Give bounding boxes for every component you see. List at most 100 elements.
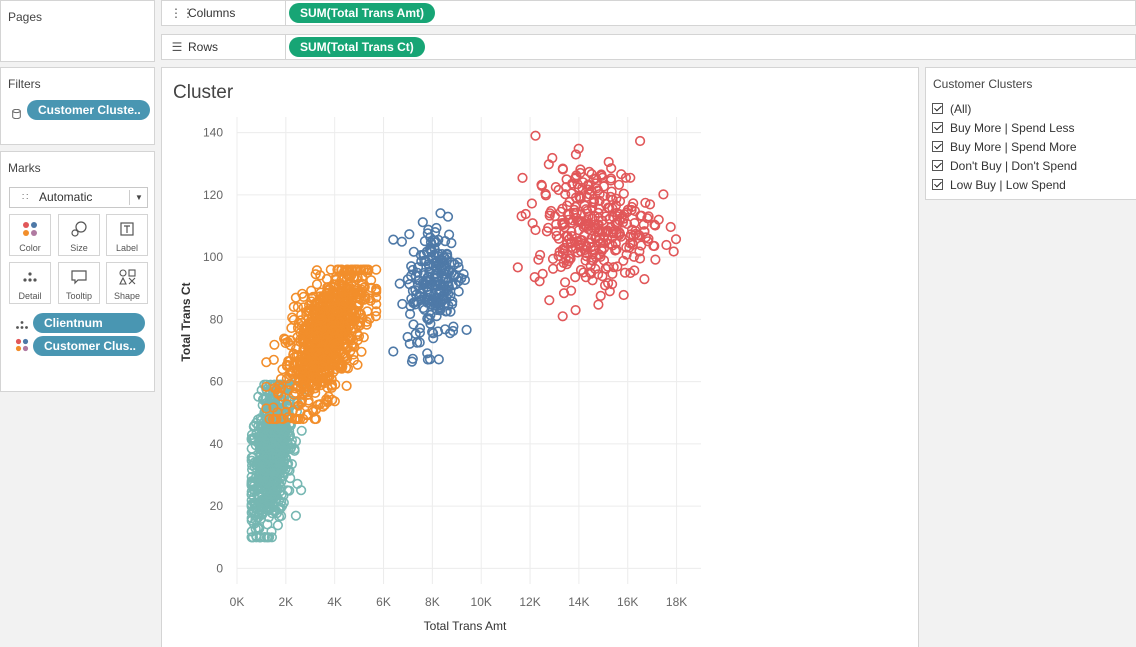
scatter-point <box>626 204 637 216</box>
scatter-point <box>410 270 421 282</box>
scatter-point <box>430 257 441 268</box>
scatter-point <box>558 257 569 269</box>
scatter-point <box>417 278 429 289</box>
scatter-point <box>263 420 274 431</box>
scatter-point <box>569 204 580 215</box>
scatter-point <box>567 215 579 226</box>
tooltip-card[interactable]: Tooltip <box>58 262 100 304</box>
checkbox-icon[interactable] <box>932 141 943 152</box>
scatter-point <box>285 370 296 381</box>
checkbox-icon[interactable] <box>932 103 943 114</box>
size-card[interactable]: Size <box>58 214 100 256</box>
pages-title: Pages <box>8 10 43 24</box>
scatter-point <box>404 338 415 349</box>
scatter-point <box>441 306 452 317</box>
scatter-point <box>317 361 328 372</box>
scatter-point <box>289 445 300 456</box>
shape-card[interactable]: Shape <box>106 262 148 304</box>
scatter-point <box>526 198 538 209</box>
scatter-point <box>668 246 679 257</box>
customer-clusters-color-pill[interactable]: Customer Clus.. <box>33 336 145 356</box>
scatter-point <box>629 218 640 229</box>
scatter-point <box>336 329 348 340</box>
scatter-point <box>306 361 317 372</box>
scatter-point <box>619 267 631 278</box>
scatter-point <box>540 188 551 199</box>
scatter-point <box>264 394 275 405</box>
scatter-point <box>310 337 321 348</box>
scatter-point <box>280 426 292 437</box>
scatter-point <box>658 189 669 200</box>
scatter-point <box>550 181 561 193</box>
legend-item-all[interactable]: (All) <box>932 100 971 118</box>
scatter-point <box>388 234 399 245</box>
scatter-point <box>529 272 540 283</box>
scatter-point <box>429 269 440 281</box>
scatter-point <box>607 279 618 290</box>
scatter-point <box>601 263 612 274</box>
mark-type-dropdown[interactable]: ∷ Automatic ▼ <box>9 187 148 208</box>
scatter-point <box>268 452 279 463</box>
checkbox-icon[interactable] <box>932 122 943 133</box>
scatter-point <box>269 413 281 425</box>
x-tick-label: 0K <box>230 595 245 609</box>
scatter-point <box>548 263 559 274</box>
scatter-point <box>405 301 416 312</box>
scatter-point <box>642 213 653 224</box>
columns-pill[interactable]: SUM(Total Trans Amt) <box>289 3 436 23</box>
series-2 <box>388 208 472 367</box>
scatter-point <box>292 478 303 490</box>
rows-pill[interactable]: SUM(Total Trans Ct) <box>289 37 425 57</box>
scatter-point <box>348 290 359 301</box>
scatter-point <box>611 227 622 238</box>
scatter-point <box>595 290 606 301</box>
scatter-point <box>280 442 291 454</box>
scatter-point <box>258 500 269 511</box>
series-3 <box>512 130 682 322</box>
scatter-point <box>634 253 646 264</box>
filters-title: Filters <box>8 77 41 91</box>
checkbox-icon[interactable] <box>932 179 943 190</box>
scatter-point <box>352 359 363 370</box>
scatter-point <box>431 222 442 234</box>
scatter-point <box>560 277 571 288</box>
scatter-point <box>437 279 448 290</box>
y-tick-label: 100 <box>203 250 223 264</box>
detail-card[interactable]: Detail <box>9 262 51 304</box>
scatter-point <box>591 183 602 194</box>
chart-title: Cluster <box>173 82 234 103</box>
legend-item-dont-buy-dont-spend[interactable]: Don't Buy | Don't Spend <box>932 157 1077 175</box>
pages-panel: Pages <box>0 0 155 62</box>
legend-item-low-buy-low-spend[interactable]: Low Buy | Low Spend <box>932 176 1066 194</box>
label-card[interactable]: Label <box>106 214 148 256</box>
scatter-point <box>629 265 640 276</box>
rows-shelf[interactable]: ☰ Rows SUM(Total Trans Ct) <box>161 34 1136 60</box>
scatter-point <box>283 385 294 396</box>
scatter-point <box>580 255 591 266</box>
scatter-point <box>635 135 646 147</box>
scatter-point <box>388 346 399 357</box>
scatter-point <box>307 372 318 383</box>
scatter-point <box>271 474 283 485</box>
color-field-icon <box>15 338 29 357</box>
scatter-point <box>285 340 296 351</box>
color-card[interactable]: Color <box>9 214 51 256</box>
scatter-point <box>263 512 274 523</box>
filter-pill-customer-clusters[interactable]: Customer Cluste.. <box>27 100 150 120</box>
legend-item-buy-more-spend-less[interactable]: Buy More | Spend Less <box>932 119 1075 137</box>
scatter-point <box>590 173 602 184</box>
scatter-point <box>266 532 277 543</box>
scatter-point <box>586 185 597 196</box>
scatter-chart[interactable]: 0K 2K 4K 6K 8K 10K 12K 14K 16K 18K 0 20 40 60 80 100 12… <box>161 67 919 645</box>
scatter-point <box>255 438 267 449</box>
checkbox-icon[interactable] <box>932 160 943 171</box>
scatter-point <box>247 505 258 516</box>
legend-item-buy-more-spend-more[interactable]: Buy More | Spend More <box>932 138 1077 156</box>
scatter-point <box>661 239 672 251</box>
scatter-point <box>336 363 347 374</box>
columns-shelf[interactable]: ⋮⋮Columns SUM(Total Trans Amt) <box>161 0 1136 26</box>
clientnum-pill[interactable]: Clientnum <box>33 313 145 333</box>
scatter-point <box>571 170 582 181</box>
scatter-point <box>293 366 304 377</box>
scatter-point <box>423 271 434 282</box>
